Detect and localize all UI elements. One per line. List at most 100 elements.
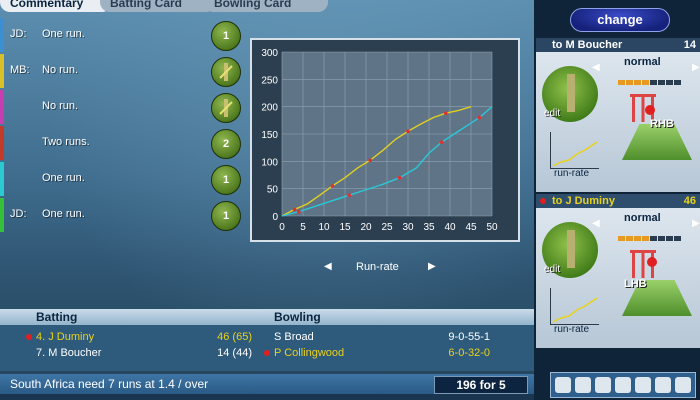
batting-mode: normal (624, 56, 661, 68)
active-batter-dot-icon (540, 198, 546, 204)
tab-bar: Commentary Batting Card Bowling Card (0, 0, 534, 12)
field-placement-icon[interactable] (542, 222, 598, 278)
bowler-name[interactable]: S Broad (274, 331, 314, 343)
field-icon[interactable] (575, 377, 591, 393)
commentary-row: No run. (0, 90, 246, 124)
commentary-batter: JD: (10, 28, 27, 40)
commentary-text: JD: One run. (10, 208, 85, 220)
striker-dot-icon (26, 334, 32, 340)
bowler-name[interactable]: P Collingwood (274, 347, 345, 359)
commentary-event: One run. (42, 172, 85, 184)
runs-count: 1 (222, 174, 230, 186)
x-tick-label: 25 (381, 222, 393, 233)
x-tick-label: 45 (465, 222, 477, 233)
wicket-marker (444, 111, 448, 116)
pause-icon[interactable] (675, 377, 691, 393)
x-tick-label: 30 (402, 222, 414, 233)
next-chart-arrow-icon[interactable]: ▶ (428, 261, 436, 272)
commentary-event: No run. (42, 64, 79, 76)
stumps-icon (630, 250, 657, 278)
field-placement-icon[interactable] (542, 66, 598, 122)
batter-name[interactable]: 7. M Boucher (36, 347, 102, 359)
current-bowler-dot-icon (264, 350, 270, 356)
tab-commentary[interactable]: Commentary (0, 0, 112, 12)
player-card-name: to M Boucher (552, 39, 623, 51)
x-tick-label: 35 (423, 222, 435, 233)
shot-ball-icon: 1 (211, 21, 241, 51)
commentary-color-bar (0, 126, 4, 160)
prev-chart-arrow-icon[interactable]: ◀ (324, 261, 332, 272)
chart-nav-label: Run-rate (356, 261, 399, 273)
bowler-figures: 9-0-55-1 (448, 331, 490, 343)
aggression-bars (618, 228, 682, 241)
x-tick-label: 20 (360, 222, 372, 233)
commentary-row: Two runs. 2 (0, 126, 246, 160)
commentary-color-bar (0, 90, 4, 124)
commentary-event: One run. (42, 208, 85, 220)
chart-nav: ◀ Run-rate ▶ (320, 258, 440, 278)
wicket-marker (347, 193, 351, 198)
player-card[interactable]: to M Boucher 14 edit ◀ normal ▶ RHB run-rate (536, 38, 700, 192)
commentary-event: One run. (42, 28, 85, 40)
wicket-marker (397, 175, 402, 180)
commentary-text: Two runs. (10, 136, 90, 148)
shot-ball-icon: 1 (211, 165, 241, 195)
stats-icon[interactable] (635, 377, 651, 393)
change-button[interactable]: change (570, 8, 670, 32)
shot-ball-icon: 2 (211, 129, 241, 159)
x-tick-label: 50 (486, 222, 498, 233)
commentary-row: JD: One run. 1 (0, 198, 246, 232)
batter-name[interactable]: 4. J Duminy (36, 331, 95, 343)
batting-header: Batting (36, 310, 78, 324)
commentary-text: No run. (10, 100, 78, 112)
settings-icon[interactable] (655, 377, 671, 393)
player-icon[interactable] (595, 377, 611, 393)
commentary-batter: JD: (10, 208, 27, 220)
batter-score: 14 (44) (217, 347, 252, 359)
mini-run-rate-graph (550, 132, 599, 169)
next-mode-arrow-icon[interactable]: ▶ (692, 218, 700, 229)
next-mode-arrow-icon[interactable]: ▶ (692, 62, 700, 73)
wicket-marker (439, 140, 444, 144)
match-view: Commentary Batting Card Bowling Card JD:… (0, 0, 534, 400)
x-tick-label: 40 (444, 222, 456, 233)
stumps-icon (630, 94, 656, 122)
shot-ball-icon (211, 93, 241, 123)
player-card-header: to M Boucher 14 (536, 38, 700, 52)
commentary-color-bar (0, 162, 4, 196)
prev-mode-arrow-icon[interactable]: ◀ (592, 218, 600, 229)
wicket-marker (292, 207, 297, 212)
y-tick-label: 50 (267, 185, 279, 196)
commentary-color-bar (0, 54, 4, 88)
batter-score: 46 (65) (217, 331, 252, 343)
commentary-text: One run. (10, 172, 85, 184)
mini-run-rate-graph (550, 288, 599, 325)
player-card[interactable]: to J Duminy 46 edit ◀ normal ▶ LHB run-rate (536, 194, 700, 348)
y-tick-label: 150 (261, 130, 278, 141)
runs-count: 1 (222, 30, 230, 42)
commentary-row: JD: One run. 1 (0, 18, 246, 52)
scoreboard-header: Batting Bowling (0, 309, 534, 325)
total-score: 196 for 5 (434, 376, 528, 394)
player-card-name: to J Duminy (552, 195, 615, 207)
tab-bowling-card[interactable]: Bowling Card (204, 0, 328, 12)
commentary-text: MB: No run. (10, 64, 78, 76)
batting-hand: LHB (624, 278, 647, 290)
commentary-row: MB: No run. (0, 54, 246, 88)
x-tick-label: 5 (300, 222, 306, 233)
x-tick-label: 0 (279, 222, 285, 233)
series-line (281, 105, 472, 217)
wicket-marker (477, 115, 482, 120)
scoreboard: Batting Bowling 4. J Duminy 46 (65) 7. M B… (0, 309, 534, 371)
ball-icon[interactable] (555, 377, 571, 393)
run-rate-label: run-rate (554, 168, 590, 179)
edit-field-link[interactable]: edit (544, 264, 561, 275)
icon-strip (550, 372, 696, 398)
tab-batting-card[interactable]: Batting Card (100, 0, 216, 12)
run-rate-chart: 0 50 100 150 200 250 300 0 5 10 15 20 25 30 35 40 45 50 (250, 38, 520, 242)
prev-mode-arrow-icon[interactable]: ◀ (592, 62, 600, 73)
wicket-icon[interactable] (615, 377, 631, 393)
run-rate-label: run-rate (554, 324, 590, 335)
wicket-marker (406, 129, 410, 134)
edit-field-link[interactable]: edit (544, 108, 561, 119)
